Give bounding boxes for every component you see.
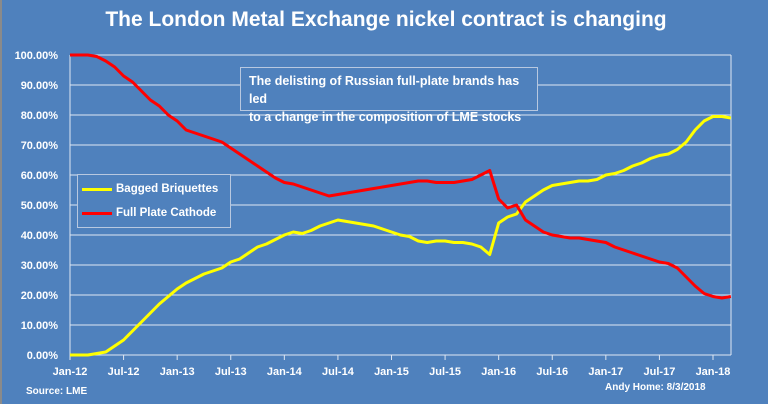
x-tick-label: Jan-17 — [588, 366, 623, 378]
x-tick-label: Jul-16 — [536, 366, 568, 378]
series-line-bagged-briquettes — [70, 115, 732, 357]
legend-swatch-yellow — [82, 187, 112, 191]
x-tick-label: Jul-14 — [322, 366, 355, 378]
legend: Bagged Briquettes Full Plate Cathode — [77, 174, 231, 228]
legend-label: Bagged Briquettes — [116, 183, 219, 195]
y-tick-label: 70.00% — [21, 140, 59, 152]
y-tick-label: 100.00% — [15, 50, 59, 62]
y-tick-label: 80.00% — [21, 110, 59, 122]
source-note: Source: LME — [26, 386, 88, 397]
x-tick-label: Jan-12 — [53, 366, 88, 378]
x-tick-label: Jan-16 — [481, 366, 516, 378]
legend-item-bagged-briquettes: Bagged Briquettes — [82, 183, 218, 195]
annotation-line-1: The delisting of Russian full-plate bran… — [249, 74, 520, 106]
x-tick-label: Jul-15 — [429, 366, 461, 378]
x-tick-label: Jan-15 — [374, 366, 409, 378]
series-line-full-plate-cathode — [70, 53, 732, 300]
y-tick-label: 10.00% — [21, 320, 59, 332]
legend-item-full-plate-cathode: Full Plate Cathode — [82, 207, 216, 219]
y-tick-label: 0.00% — [27, 350, 58, 362]
x-tick-label: Jul-13 — [215, 366, 247, 378]
credit-note: Andy Home: 8/3/2018 — [605, 382, 706, 393]
y-tick-label: 30.00% — [21, 260, 59, 272]
y-tick-label: 50.00% — [21, 200, 59, 212]
y-tick-label: 60.00% — [21, 170, 59, 182]
x-tick-label: Jul-12 — [108, 366, 140, 378]
annotation-line-2: to a change in the composition of LME st… — [249, 110, 522, 124]
x-tick-label: Jan-13 — [160, 366, 195, 378]
chart-title: The London Metal Exchange nickel contrac… — [105, 8, 667, 31]
x-tick-label: Jul-17 — [644, 366, 676, 378]
y-tick-label: 40.00% — [21, 230, 59, 242]
x-tick-label: Jan-18 — [696, 366, 731, 378]
y-tick-label: 20.00% — [21, 290, 59, 302]
y-tick-label: 90.00% — [21, 80, 59, 92]
legend-swatch-red — [82, 211, 112, 215]
x-tick-label: Jan-14 — [267, 366, 303, 378]
annotation-box: The delisting of Russian full-plate bran… — [240, 67, 538, 124]
legend-label: Full Plate Cathode — [116, 207, 217, 219]
